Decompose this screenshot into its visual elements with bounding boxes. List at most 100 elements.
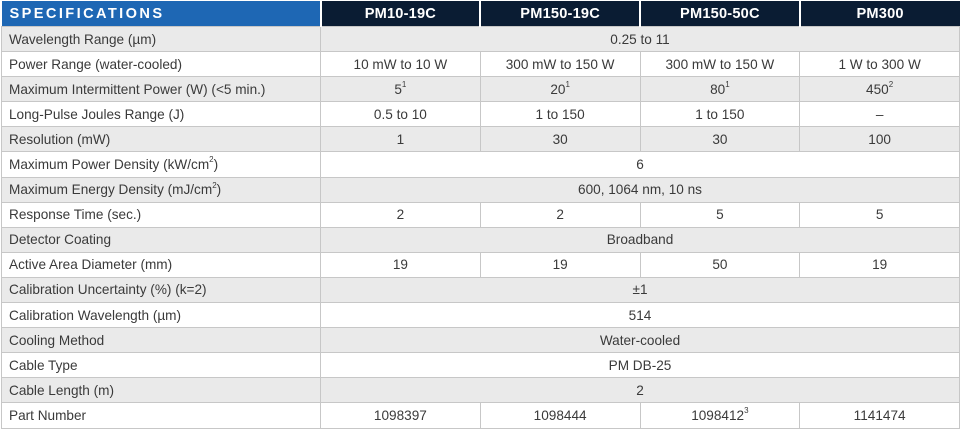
spec-value: 1 W to 300 W [799,51,960,78]
row-label-text: Power Range (water-cooled) [9,56,183,72]
spec-value: 300 mW to 150 W [639,51,801,78]
spec-value-text: 19 [552,257,568,273]
row-label-end: ) [213,157,219,173]
unit-exponent: 2 [212,180,217,190]
spec-row: Maximum Energy Density (mJ/cm2) 600, 1064… [1,176,960,203]
spec-value-text: 0.5 to 10 [373,106,427,122]
spec-value-text: 5 [875,207,884,223]
model-header: PM150-19C [480,1,641,27]
row-label-text: Detector Coating [9,232,112,248]
spec-value: 19 [320,251,481,278]
spec-row: Cable Type PM DB-25 [1,352,960,379]
spec-value-text: 2 [396,207,405,223]
spec-value: 1 to 150 [479,101,641,128]
spec-value-text: 80 [710,81,726,97]
spec-value-text: 10 mW to 10 W [353,56,448,72]
spec-value: 51 [320,76,481,103]
row-label: Active Area Diameter (mm) [1,251,321,278]
spec-value: 300 mW to 150 W [479,51,641,78]
spec-value: 0.5 to 10 [320,101,481,128]
row-label-text: Resolution (mW) [9,131,111,147]
footnote-marker: 1 [725,80,730,90]
spec-value-text: 1098397 [373,407,427,423]
spec-value-text: 1 to 150 [695,106,745,122]
spec-value-all-models: 2 [320,377,960,404]
row-label-text: Maximum Power Density (kW/cm [9,157,210,173]
spec-row: Response Time (sec.) 2 2 5 5 [1,201,960,228]
spec-value: 4502 [799,76,960,103]
spec-row: Detector Coating Broadband [1,226,960,253]
spec-row: Active Area Diameter (mm) 19 19 50 19 [1,251,960,278]
row-label: Calibration Wavelength (µm) [1,302,321,329]
spec-value-text: 450 [866,81,889,97]
spec-value: 30 [479,126,641,153]
row-label: Response Time (sec.) [1,201,321,228]
row-label-text: Cooling Method [9,332,105,348]
row-label-text: Calibration Uncertainty (%) (k=2) [9,282,207,298]
row-label: Part Number [1,402,321,429]
row-label-text: Response Time (sec.) [9,207,142,223]
row-label: Wavelength Range (µm) [1,25,321,53]
spec-value: 1098444 [479,402,641,429]
row-label: Maximum Intermittent Power (W) (<5 min.) [1,76,321,103]
unit-exponent: 2 [209,155,214,165]
footnote-marker: 2 [888,80,894,90]
spec-row: Calibration Wavelength (µm) 514 [1,302,960,329]
spec-value-all-models: 6 [320,151,960,178]
spec-value: 30 [639,126,801,153]
spec-value-text: – [875,106,884,122]
row-label-text: Active Area Diameter (mm) [9,257,173,273]
spec-value-text: 19 [392,257,408,273]
spec-value-text: 1098444 [533,407,587,423]
row-label: Maximum Energy Density (mJ/cm2) [1,176,321,203]
spec-value-text: 300 mW to 150 W [505,56,615,72]
spec-value-all-models: Broadband [320,226,960,253]
spec-value-all-models: PM DB-25 [320,352,960,379]
spec-value-text: 30 [712,131,728,147]
spec-value-text: 1 [396,131,405,147]
spec-value: 801 [639,76,801,103]
row-label-text: Part Number [9,407,87,423]
spec-value: 201 [479,76,641,103]
spec-value: 19 [799,251,960,278]
row-label: Resolution (mW) [1,126,321,153]
spec-value: 19 [479,251,641,278]
row-label: Cable Type [1,352,321,379]
row-label: Maximum Power Density (kW/cm2) [1,151,321,178]
spec-value-text: 5 [394,81,402,97]
row-label-end: ) [216,182,222,198]
row-label: Cooling Method [1,327,321,354]
spec-value-all-models: 514 [320,302,960,329]
spec-value: 100 [799,126,960,153]
spec-value: 2 [320,201,481,228]
spec-rows: Wavelength Range (µm) 0.25 to 11 Power Ran… [1,25,960,429]
spec-value-text: 50 [712,257,728,273]
spec-row: Long-Pulse Joules Range (J) 0.5 to 10 1 to… [1,101,960,128]
spec-row: Calibration Uncertainty (%) (k=2) ±1 [1,276,960,304]
spec-value: 1141474 [799,402,960,429]
spec-value-all-models: 600, 1064 nm, 10 ns [320,176,960,203]
spec-row: Maximum Power Density (kW/cm2) 6 [1,151,960,178]
spec-value-all-models: 0.25 to 11 [320,25,960,53]
row-label: Long-Pulse Joules Range (J) [1,101,321,128]
model-header: PM300 [799,1,960,27]
row-label-text: Wavelength Range (µm) [9,31,157,47]
spec-row: Resolution (mW) 1 30 30 100 [1,126,960,153]
spec-value-text: 19 [872,257,888,273]
spec-value: 5 [799,201,960,228]
row-label-text: Maximum Energy Density (mJ/cm [9,182,213,198]
header-row: SPECIFICATIONS PM10-19C PM150-19C PM150-… [1,1,960,27]
spec-value-text: 100 [868,131,891,147]
row-label-text: Cable Type [9,357,78,373]
footnote-marker: 3 [744,406,749,416]
spec-value-text: 5 [716,207,724,223]
spec-value: 1098397 [320,402,481,429]
spec-value-text: 30 [552,131,568,147]
row-label-text: Cable Length (m) [9,382,115,398]
row-label: Power Range (water-cooled) [1,51,321,78]
spec-value-text: 1 to 150 [535,106,585,122]
spec-value: 50 [639,251,801,278]
model-header: PM150-50C [640,1,801,27]
footnote-marker: 1 [401,80,407,90]
row-label: Calibration Uncertainty (%) (k=2) [1,276,321,304]
